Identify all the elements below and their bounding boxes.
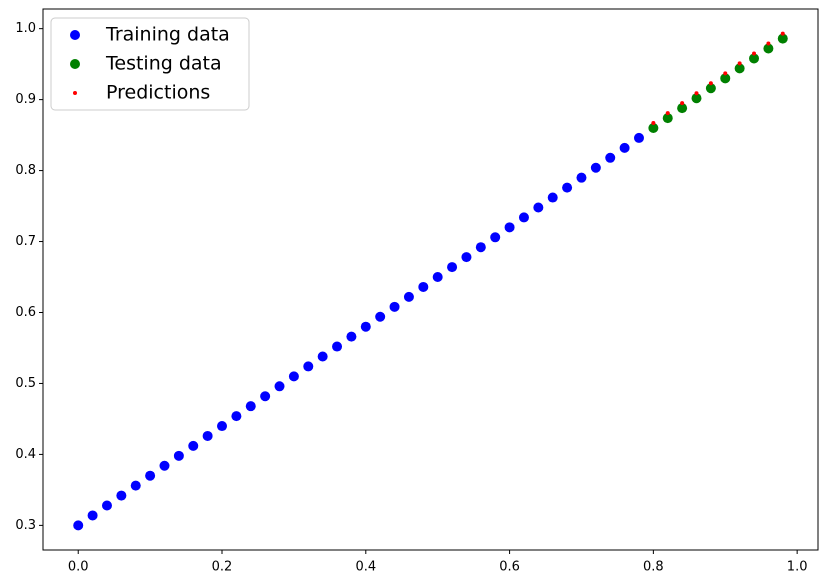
scatter-point [777,33,788,44]
legend-label: Training data [105,24,230,46]
scatter-point [475,242,486,253]
scatter-point [619,142,630,153]
scatter-point [562,182,573,193]
scatter-point [651,121,656,126]
scatter-point [432,272,443,283]
legend-marker [73,91,77,95]
scatter-point [73,520,84,531]
y-tick-label: 0.5 [15,376,36,391]
scatter-point [705,83,716,94]
y-tick-label: 0.7 [15,234,36,249]
scatter-point [231,411,242,422]
scatter-point [288,371,299,382]
scatter-point [665,111,670,116]
scatter-point [145,470,156,481]
scatter-point [780,31,785,36]
scatter-point [648,123,659,134]
scatter-point [763,43,774,54]
scatter-point [680,101,685,106]
scatter-point [346,331,357,342]
scatter-point [274,381,285,392]
scatter-point [723,71,728,76]
y-tick-label: 0.9 [15,92,36,107]
scatter-point [461,252,472,263]
scatter-point [720,73,731,84]
scatter-point [590,162,601,173]
scatter-point [576,172,587,183]
legend-label: Predictions [106,82,210,104]
y-tick-label: 1.0 [15,21,36,36]
scatter-point [87,510,98,521]
scatter-point [547,192,558,203]
scatter-point [734,63,745,74]
legend-box [50,17,250,111]
scatter-point [677,103,688,114]
scatter-point [116,490,127,501]
x-tick-label: 0.0 [68,560,89,575]
scatter-point [332,341,343,352]
scatter-point [260,391,271,402]
scatter-point [101,500,112,511]
scatter-point [708,81,713,86]
scatter-point [447,262,458,273]
scatter-point [737,61,742,66]
legend-marker [70,30,80,40]
scatter-point [633,132,644,143]
scatter-point [245,401,256,412]
scatter-point [317,351,328,362]
scatter-point [375,311,386,322]
scatter-point [694,91,699,96]
scatter-point [360,321,371,332]
scatter-point [662,113,673,124]
x-tick-label: 0.4 [355,560,376,575]
scatter-point [202,430,213,441]
scatter-point [766,41,771,46]
scatter-point [518,212,529,223]
scatter-point [418,281,429,292]
scatter-point [217,421,228,432]
x-tick-label: 0.8 [643,560,664,575]
scatter-point [504,222,515,233]
scatter-point [303,361,314,372]
scatter-point [389,301,400,312]
y-tick-label: 0.4 [15,447,36,462]
scatter-point [130,480,141,491]
scatter-point [691,93,702,104]
y-tick-label: 0.3 [15,518,36,533]
legend-label: Testing data [105,53,222,75]
scatter-point [533,202,544,213]
scatter-point [173,450,184,461]
scatter-point [159,460,170,471]
x-tick-label: 0.6 [499,560,520,575]
scatter-point [403,291,414,302]
scatter-point [490,232,501,243]
scatter-point [749,53,760,64]
x-tick-label: 0.2 [212,560,233,575]
x-tick-label: 1.0 [787,560,808,575]
y-tick-label: 0.8 [15,163,36,178]
y-tick-label: 0.6 [15,305,36,320]
scatter-point [752,51,757,56]
scatter-point [188,440,199,451]
legend-marker [70,59,80,69]
scatter-point [605,152,616,163]
plot-frame [42,8,819,551]
